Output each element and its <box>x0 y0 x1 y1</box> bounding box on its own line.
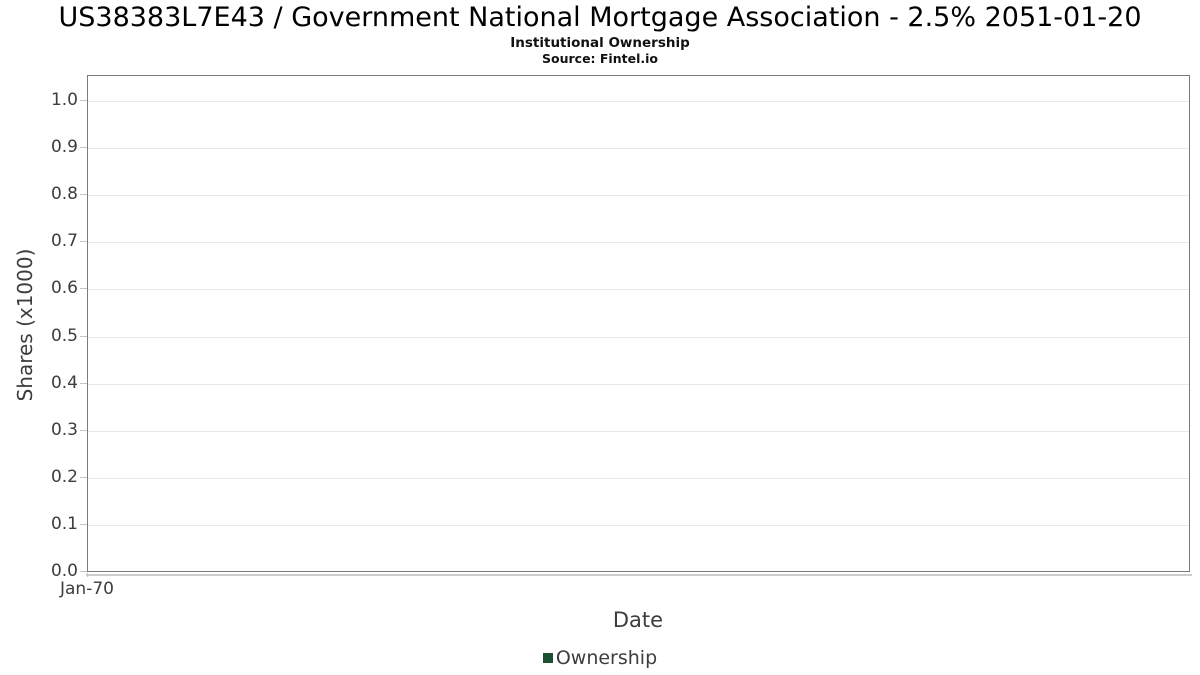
y-tick-label: 0.9 <box>50 137 78 157</box>
y-tick-label: 0.6 <box>50 278 78 298</box>
gridline <box>88 431 1189 432</box>
y-tick-label: 0.8 <box>50 184 78 204</box>
x-axis-line <box>86 574 1192 576</box>
y-tick-mark <box>80 147 87 148</box>
chart-title: US38383L7E43 / Government National Mortg… <box>58 2 1142 33</box>
gridline <box>88 195 1189 196</box>
y-tick-mark <box>80 383 87 384</box>
y-tick-mark <box>80 288 87 289</box>
y-tick-mark <box>80 430 87 431</box>
gridline <box>88 289 1189 290</box>
x-tick-label: Jan-70 <box>60 579 114 599</box>
y-tick-mark <box>80 241 87 242</box>
y-tick-label: 0.2 <box>50 467 78 487</box>
y-tick-label: 0.3 <box>50 420 78 440</box>
y-tick-mark <box>80 571 87 572</box>
gridline <box>88 148 1189 149</box>
x-axis-title: Date <box>612 608 664 632</box>
gridline <box>88 101 1189 102</box>
gridline <box>88 478 1189 479</box>
y-tick-label: 0.7 <box>50 231 78 251</box>
y-tick-mark <box>80 194 87 195</box>
y-axis-title: Shares (x1000) <box>13 248 37 402</box>
y-tick-label: 0.4 <box>50 373 78 393</box>
chart-source: Source: Fintel.io <box>542 51 658 66</box>
gridline <box>88 525 1189 526</box>
legend: Ownership <box>0 647 1200 669</box>
y-tick-label: 0.1 <box>50 514 78 534</box>
y-tick-label: 0.5 <box>50 326 78 346</box>
chart-subtitle: Institutional Ownership <box>510 35 690 51</box>
legend-label: Ownership <box>555 647 658 669</box>
y-tick-mark <box>80 477 87 478</box>
y-tick-mark <box>80 524 87 525</box>
plot-area <box>87 75 1190 572</box>
gridline <box>88 384 1189 385</box>
x-tick-mark <box>87 573 88 577</box>
legend-marker-square-icon <box>542 653 553 663</box>
gridline <box>88 337 1189 338</box>
y-tick-label: 0.0 <box>50 561 78 581</box>
gridline <box>88 242 1189 243</box>
y-tick-label: 1.0 <box>50 90 78 110</box>
legend-item-ownership[interactable]: Ownership <box>542 647 658 669</box>
y-tick-mark <box>80 100 87 101</box>
y-tick-mark <box>80 336 87 337</box>
